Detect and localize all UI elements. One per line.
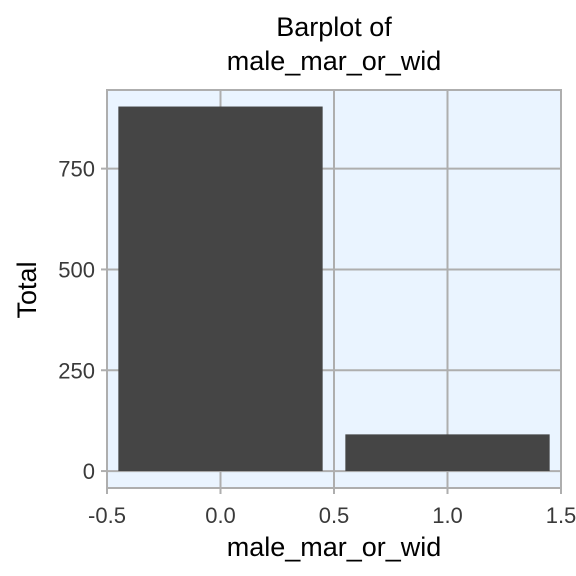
x-tick-label: 0.0 bbox=[205, 503, 236, 528]
y-tick-label: 500 bbox=[58, 257, 95, 282]
x-tick-label: 1.0 bbox=[432, 503, 463, 528]
y-tick-label: 750 bbox=[58, 157, 95, 182]
y-axis-label: Total bbox=[12, 261, 42, 318]
bars bbox=[118, 106, 550, 472]
x-axis-label: male_mar_or_wid bbox=[227, 532, 442, 562]
bar bbox=[118, 106, 323, 472]
bar bbox=[345, 434, 550, 472]
x-tick-label: 0.5 bbox=[319, 503, 350, 528]
y-tick-label: 250 bbox=[58, 358, 95, 383]
x-tick-label: -0.5 bbox=[88, 503, 126, 528]
y-tick-label: 0 bbox=[83, 459, 95, 484]
chart-title-line-1: Barplot of bbox=[276, 12, 392, 42]
axis-ticks: -0.5 0.0 0.5 1.0 1.5 0 250 500 750 bbox=[58, 157, 576, 528]
chart-title-line-2: male_mar_or_wid bbox=[227, 46, 442, 76]
x-tick-label: 1.5 bbox=[546, 503, 576, 528]
